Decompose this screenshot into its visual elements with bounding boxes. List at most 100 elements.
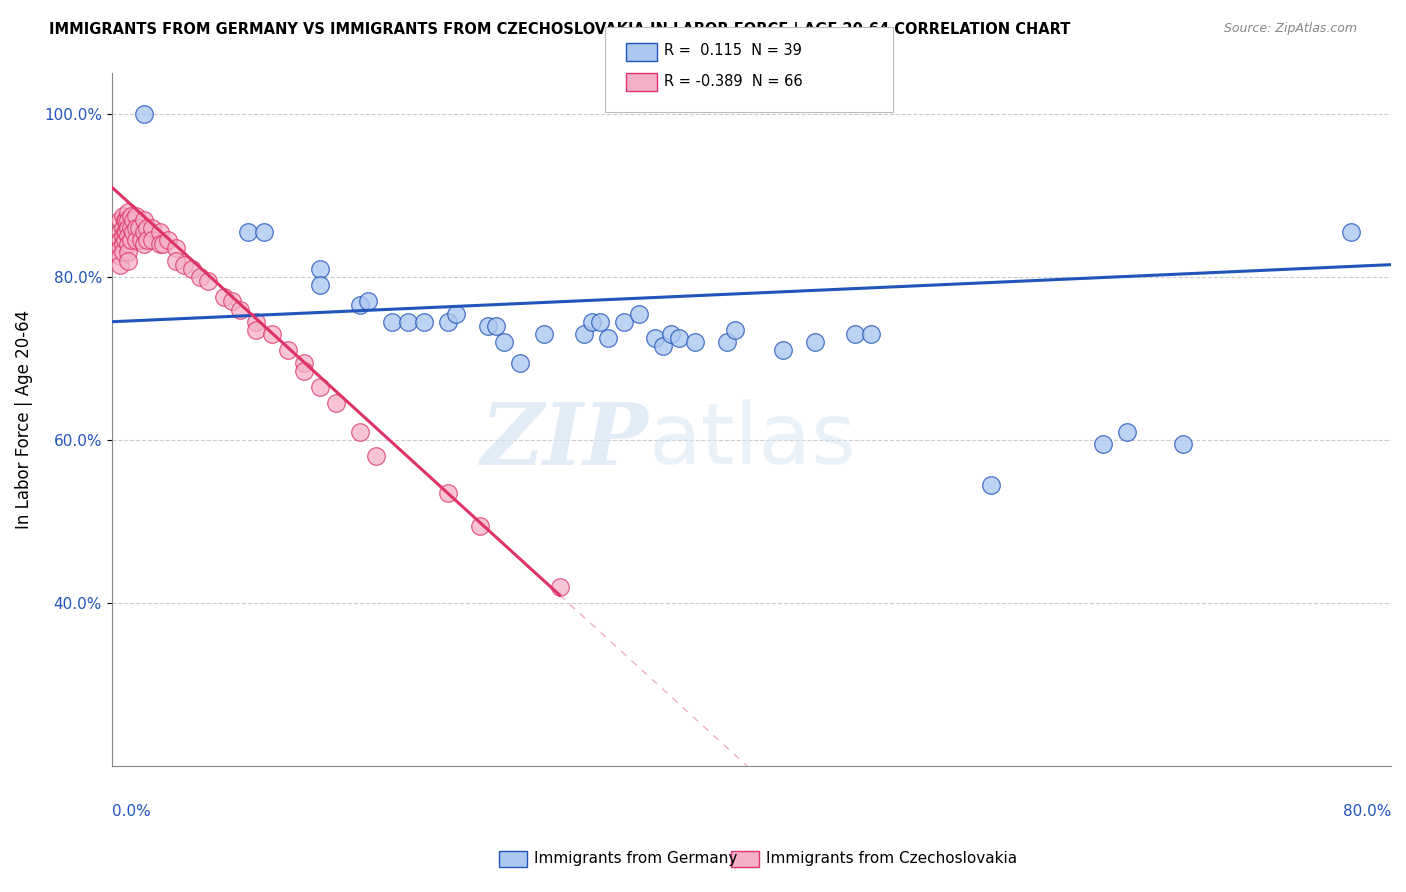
Text: Immigrants from Czechoslovakia: Immigrants from Czechoslovakia <box>766 851 1018 865</box>
Point <box>128 221 150 235</box>
Point <box>120 221 142 235</box>
Point <box>356 294 378 309</box>
Point <box>149 225 172 239</box>
Point <box>325 396 347 410</box>
Point <box>1092 437 1115 451</box>
Point <box>212 290 235 304</box>
Point <box>245 323 267 337</box>
Point <box>685 335 707 350</box>
Point <box>112 245 135 260</box>
Point <box>136 233 159 247</box>
Point <box>844 326 866 341</box>
Point <box>308 278 330 293</box>
Text: R =  0.115  N = 39: R = 0.115 N = 39 <box>664 44 801 58</box>
Point <box>132 212 155 227</box>
Point <box>1340 225 1362 239</box>
Point <box>581 315 603 329</box>
Point <box>292 364 315 378</box>
Point <box>108 225 131 239</box>
Point <box>197 274 219 288</box>
Point <box>125 209 148 223</box>
Point <box>117 229 139 244</box>
Text: ZIP: ZIP <box>481 399 650 483</box>
Point <box>381 315 404 329</box>
Point <box>484 318 506 333</box>
Point <box>292 355 315 369</box>
Y-axis label: In Labor Force | Age 20-64: In Labor Force | Age 20-64 <box>15 310 32 529</box>
Point <box>114 212 136 227</box>
Point <box>180 261 202 276</box>
Point <box>165 241 187 255</box>
Point <box>444 307 467 321</box>
Point <box>980 478 1002 492</box>
Point <box>112 229 135 244</box>
Text: IMMIGRANTS FROM GERMANY VS IMMIGRANTS FROM CZECHOSLOVAKIA IN LABOR FORCE | AGE 2: IMMIGRANTS FROM GERMANY VS IMMIGRANTS FR… <box>49 22 1070 38</box>
Point <box>804 335 827 350</box>
Point <box>612 315 634 329</box>
Point <box>364 450 387 464</box>
Text: atlas: atlas <box>650 399 858 482</box>
Point <box>477 318 499 333</box>
Point <box>260 326 283 341</box>
Point <box>509 355 531 369</box>
Point <box>436 315 458 329</box>
Text: R = -0.389  N = 66: R = -0.389 N = 66 <box>664 74 803 88</box>
Point <box>121 212 143 227</box>
Point <box>596 331 619 345</box>
Point <box>117 245 139 260</box>
Point <box>245 315 267 329</box>
Point <box>253 225 276 239</box>
Point <box>108 250 131 264</box>
Point <box>188 269 211 284</box>
Point <box>236 225 259 239</box>
Point <box>141 233 163 247</box>
Point <box>308 261 330 276</box>
Point <box>108 212 131 227</box>
Text: Source: ZipAtlas.com: Source: ZipAtlas.com <box>1223 22 1357 36</box>
Point <box>308 380 330 394</box>
Point <box>115 212 138 227</box>
Point <box>117 253 139 268</box>
Point <box>436 486 458 500</box>
Point <box>468 518 491 533</box>
Point <box>661 326 683 341</box>
Point <box>120 233 142 247</box>
Point <box>112 221 135 235</box>
Point <box>112 237 135 252</box>
Point <box>129 233 152 247</box>
Point <box>108 241 131 255</box>
Point <box>132 225 155 239</box>
Point <box>117 221 139 235</box>
Point <box>277 343 299 358</box>
Point <box>112 209 135 223</box>
Point <box>652 339 675 353</box>
Point <box>152 237 174 252</box>
Point <box>121 225 143 239</box>
Point <box>117 212 139 227</box>
Point <box>349 425 371 439</box>
Text: Immigrants from Germany: Immigrants from Germany <box>534 851 738 865</box>
Point <box>115 225 138 239</box>
Point <box>668 331 690 345</box>
Point <box>108 258 131 272</box>
Point <box>114 225 136 239</box>
Point <box>108 233 131 247</box>
Point <box>492 335 515 350</box>
Point <box>572 326 595 341</box>
Point <box>173 258 195 272</box>
Point <box>724 323 747 337</box>
Point <box>548 580 571 594</box>
Point <box>860 326 883 341</box>
Point <box>1171 437 1194 451</box>
Point <box>141 221 163 235</box>
Point <box>132 237 155 252</box>
Point <box>1116 425 1139 439</box>
Point <box>156 233 179 247</box>
Text: 80.0%: 80.0% <box>1343 805 1391 820</box>
Point <box>349 298 371 312</box>
Point <box>165 253 187 268</box>
Point <box>412 315 434 329</box>
Point <box>132 107 155 121</box>
Point <box>136 221 159 235</box>
Point <box>120 209 142 223</box>
